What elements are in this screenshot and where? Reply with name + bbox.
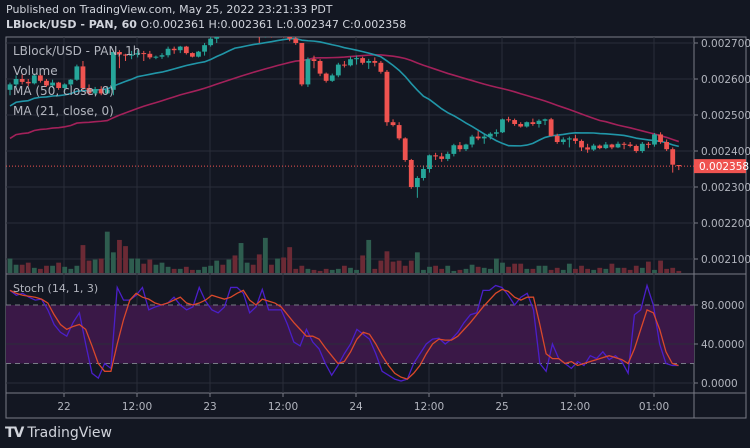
svg-text:80.0000: 80.0000 [701, 300, 744, 312]
svg-text:12:00: 12:00 [414, 401, 444, 413]
legend-stoch[interactable]: Stoch (14, 1, 3) [13, 282, 99, 295]
close-value: 0.002358 [353, 18, 407, 31]
open-value: 0.002361 [152, 18, 206, 31]
symbol-interval: LBlock/USD - PAN, 60 [6, 18, 137, 31]
svg-text:0.002400: 0.002400 [701, 146, 750, 158]
svg-text:23: 23 [203, 401, 216, 413]
svg-text:25: 25 [495, 401, 508, 413]
svg-text:0.002700: 0.002700 [701, 38, 750, 50]
high-value: 0.002361 [220, 18, 274, 31]
svg-text:22: 22 [57, 401, 70, 413]
low-label: L: [276, 18, 287, 31]
legend-volume[interactable]: Volume [13, 64, 58, 78]
legend-ma50[interactable]: MA (50, close, 0) [13, 84, 114, 98]
svg-text:0.002600: 0.002600 [701, 74, 750, 86]
svg-text:0.002300: 0.002300 [701, 182, 750, 194]
svg-text:40.0000: 40.0000 [701, 339, 744, 351]
legend-series[interactable]: LBlock/USD - PAN, 1h [13, 44, 141, 58]
legend-ma21[interactable]: MA (21, close, 0) [13, 104, 114, 118]
svg-text:12:00: 12:00 [268, 401, 298, 413]
svg-text:12:00: 12:00 [122, 401, 152, 413]
low-value: 0.002347 [286, 18, 339, 31]
svg-text:24: 24 [349, 401, 363, 413]
svg-text:0.0000: 0.0000 [701, 378, 738, 390]
svg-text:12:00: 12:00 [560, 401, 590, 413]
open-label: O: [140, 18, 153, 31]
svg-text:0.002200: 0.002200 [701, 218, 750, 230]
svg-text:01:00: 01:00 [639, 401, 669, 413]
tradingview-brand[interactable]: TV TradingView [5, 425, 112, 441]
tradingview-logo-icon: TV [5, 425, 24, 441]
high-label: H: [208, 18, 221, 31]
ohlc-line: LBlock/USD - PAN, 60 O:0.002361 H:0.0023… [6, 18, 406, 31]
close-label: C: [342, 18, 354, 31]
svg-text:0.002500: 0.002500 [701, 110, 750, 122]
published-line: Published on TradingView.com, May 25, 20… [6, 3, 333, 16]
svg-text:0.002100: 0.002100 [701, 254, 750, 266]
svg-text:0.002358: 0.002358 [699, 161, 749, 173]
brand-name: TradingView [27, 425, 112, 441]
